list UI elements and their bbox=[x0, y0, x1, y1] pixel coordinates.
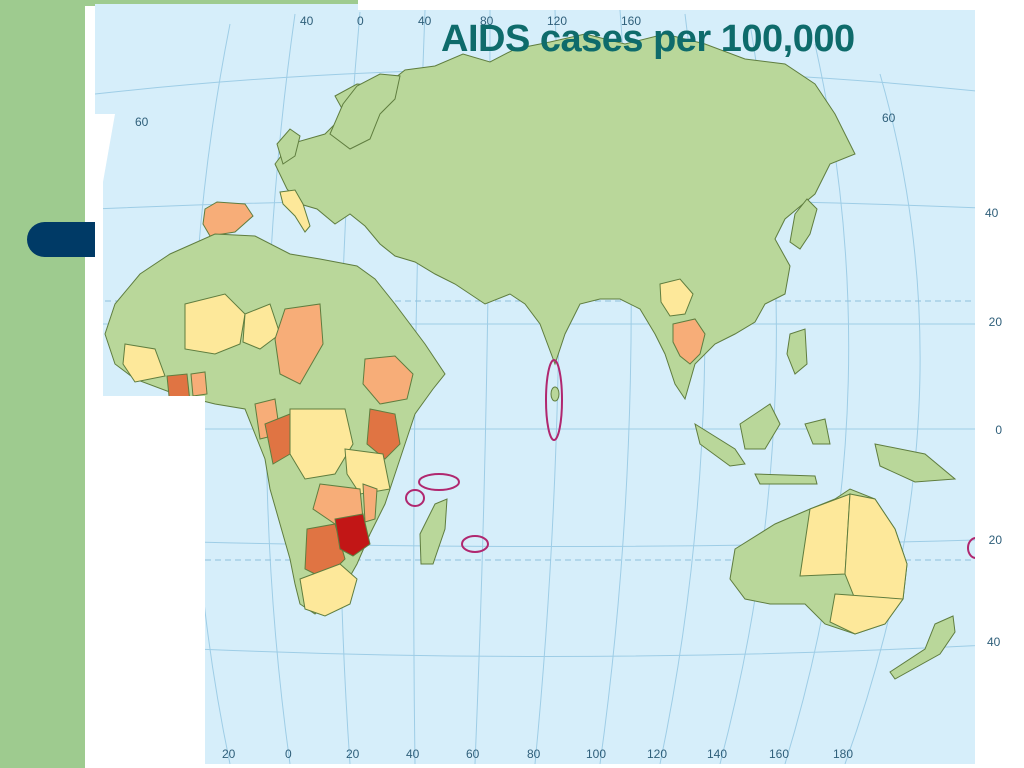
tick-bottom-3: 40 bbox=[406, 747, 420, 761]
scandinavia bbox=[329, 73, 401, 150]
iberia bbox=[202, 201, 254, 237]
tick-bottom-0: 20 bbox=[222, 747, 236, 761]
maritime-se-asia bbox=[694, 328, 957, 485]
slide-side-bar bbox=[0, 0, 85, 768]
tick-bottom-2: 20 bbox=[346, 747, 360, 761]
tick-bottom-8: 140 bbox=[707, 747, 727, 761]
tick-right-4: 20 bbox=[989, 533, 1003, 547]
australia-prevalence bbox=[799, 493, 908, 635]
slide-bullet-tab bbox=[27, 222, 95, 257]
southeast-asia bbox=[672, 318, 706, 365]
tick-bottom-6: 100 bbox=[586, 747, 606, 761]
eurasia-landmass bbox=[274, 33, 856, 401]
tick-top-2: 40 bbox=[418, 14, 432, 28]
tick-right-2: 20 bbox=[989, 315, 1003, 329]
tick-left-0: 60 bbox=[135, 115, 149, 129]
left-latitude-labels: 60 bbox=[135, 115, 149, 129]
tick-top-3: 80 bbox=[480, 14, 494, 28]
top-longitude-labels: 40 0 40 80 120 160 bbox=[300, 14, 641, 28]
tick-bottom-1: 0 bbox=[285, 747, 292, 761]
africa-prevalence bbox=[122, 293, 414, 617]
tick-top-0: 40 bbox=[300, 14, 314, 28]
tick-bottom-9: 160 bbox=[769, 747, 789, 761]
world-map: 40 0 40 80 120 160 20 0 20 40 60 80 100 … bbox=[95, 4, 1002, 764]
japan bbox=[789, 198, 818, 250]
tick-right-1: 40 bbox=[985, 206, 999, 220]
tick-right-3: 0 bbox=[995, 423, 1002, 437]
tick-bottom-10: 180 bbox=[833, 747, 853, 761]
right-latitude-labels: 60 40 20 0 20 40 bbox=[882, 111, 1002, 649]
madagascar bbox=[419, 498, 448, 565]
tick-right-0: 60 bbox=[882, 111, 896, 125]
bottom-longitude-labels: 20 0 20 40 60 80 100 120 140 160 180 bbox=[222, 747, 853, 761]
tick-top-1: 0 bbox=[357, 14, 364, 28]
tick-bottom-4: 60 bbox=[466, 747, 480, 761]
tick-top-4: 120 bbox=[547, 14, 567, 28]
tick-bottom-5: 80 bbox=[527, 747, 541, 761]
island-highlights bbox=[405, 359, 975, 559]
tick-bottom-7: 120 bbox=[647, 747, 667, 761]
tick-top-5: 160 bbox=[621, 14, 641, 28]
tick-right-5: 40 bbox=[987, 635, 1001, 649]
myanmar bbox=[659, 278, 694, 317]
new-zealand bbox=[889, 615, 956, 680]
italy bbox=[279, 189, 311, 233]
slide-top-strip bbox=[85, 0, 358, 6]
sri-lanka bbox=[550, 386, 560, 402]
slide-title: AIDS cases per 100,000 bbox=[441, 18, 855, 60]
british-isles bbox=[276, 128, 301, 165]
